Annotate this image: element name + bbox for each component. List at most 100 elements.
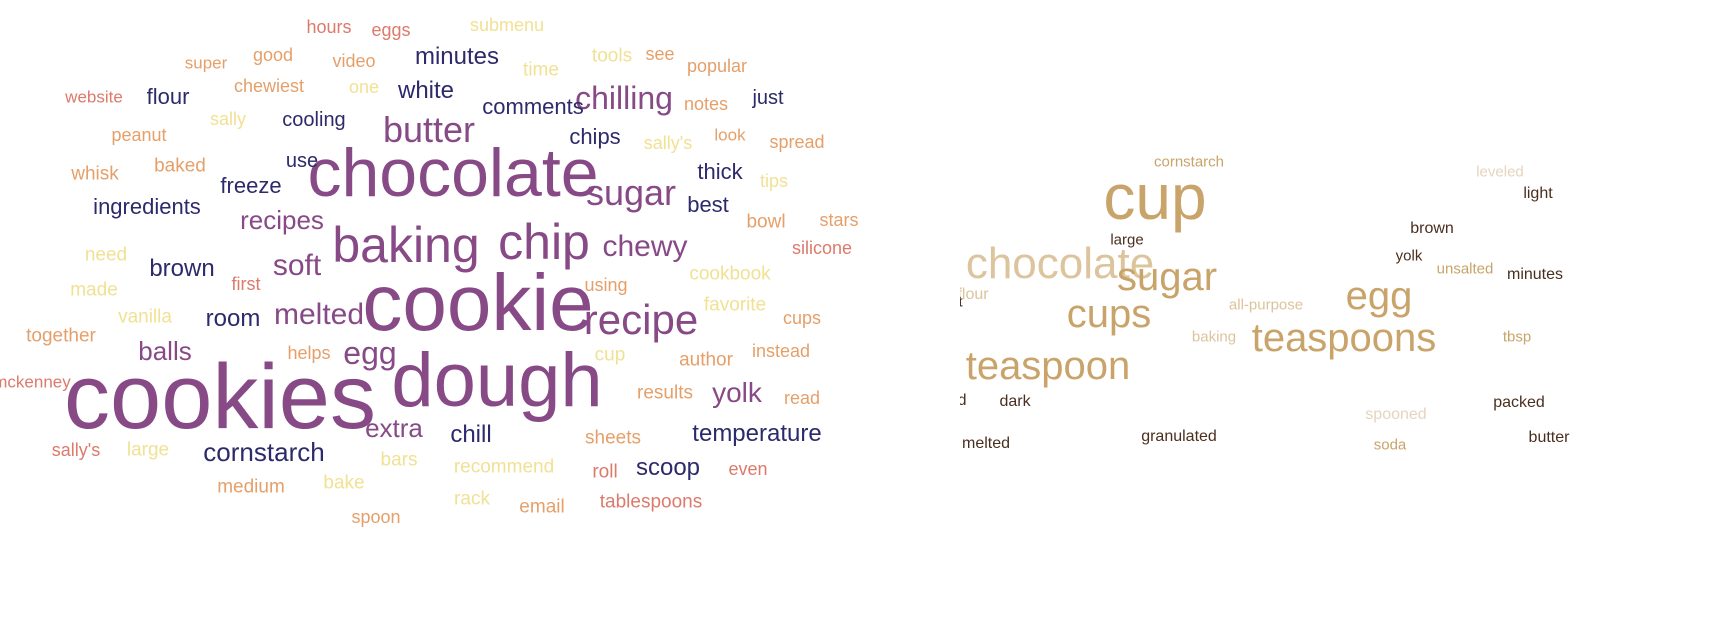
left-word: bake [323, 472, 365, 494]
right-word: cooled [960, 392, 967, 409]
right-word: large [1110, 231, 1144, 249]
left-word: baked [154, 155, 206, 177]
left-word: brown [149, 255, 215, 282]
right-word: soda [1373, 436, 1407, 454]
left-word: bowl [746, 211, 786, 233]
left-word: vanilla [118, 306, 172, 328]
left-word: spoon [351, 507, 401, 527]
right-word: granulated [1141, 428, 1217, 445]
left-word: cooling [282, 109, 346, 131]
left-word: rack [454, 488, 490, 510]
right-word: egg [1345, 274, 1413, 318]
left-word: video [332, 51, 376, 71]
left-word: favorite [703, 294, 767, 316]
right-word: butter [1528, 429, 1570, 446]
right-word: spooned [1365, 406, 1427, 423]
left-word: chilling [575, 80, 673, 116]
left-word: made [70, 279, 118, 301]
left-word: roll [592, 461, 618, 483]
right-word: light [1523, 185, 1553, 202]
right-word: chocolate [965, 239, 1155, 288]
left-word: cookie [362, 258, 594, 347]
left-word: recipe [583, 296, 699, 343]
left-word: peanut [111, 125, 167, 145]
left-word: mckenney [0, 372, 71, 392]
right-word: cornstarch [1153, 153, 1225, 171]
left-word: chewiest [233, 76, 305, 96]
left-word: together [26, 325, 96, 347]
left-word: cups [782, 308, 822, 328]
left-word: sally's [51, 440, 101, 460]
left-word: silicone [791, 238, 853, 258]
right-word: melted [961, 435, 1011, 452]
left-word: tools [591, 45, 633, 67]
left-word: using [584, 275, 628, 295]
left-word: results [637, 382, 693, 404]
right-word: unsalted [1436, 260, 1494, 278]
left-word: recommend [453, 456, 555, 478]
right-word: leveled [1476, 163, 1524, 181]
left-word: ingredients [93, 194, 201, 219]
left-word: white [397, 77, 455, 104]
left-word: chill [450, 421, 492, 448]
left-word: minutes [414, 43, 500, 70]
right-word: flour [960, 286, 989, 303]
left-word: sugar [585, 172, 677, 213]
left-word: baking [332, 217, 480, 273]
right-word: salt [960, 293, 963, 311]
right-word: brown [1410, 220, 1454, 237]
left-word: extra [365, 413, 423, 443]
left-word: whisk [71, 163, 119, 185]
left-word: helps [287, 343, 331, 363]
right-word: cups [1066, 292, 1152, 336]
left-word: sally [209, 109, 247, 129]
left-word: website [65, 87, 123, 107]
right-word: all-purpose [1228, 296, 1304, 314]
word-cloud-left: cookies cookie dough chocolate baking chip rec… [0, 16, 859, 527]
left-word: super [184, 53, 228, 73]
right-word: packed [1493, 394, 1545, 411]
right-word: cup [1103, 161, 1207, 233]
left-word: thick [697, 159, 743, 184]
left-word: temperature [692, 420, 822, 447]
left-word: email [519, 496, 565, 518]
left-word: recipes [240, 205, 324, 235]
right-word: yolk [1395, 247, 1423, 265]
left-word: author [679, 349, 733, 371]
left-word: tablespoons [599, 491, 703, 513]
left-word: chocolate [307, 135, 599, 211]
left-word: medium [217, 476, 285, 498]
left-word: need [84, 244, 128, 266]
left-word: melted [273, 298, 365, 331]
left-word: tips [759, 171, 789, 191]
left-word: popular [686, 56, 748, 76]
left-word: butter [382, 109, 476, 150]
right-word: teaspoons [1251, 316, 1437, 360]
left-word: cookbook [689, 263, 771, 285]
left-word: best [687, 192, 729, 217]
right-word: baking [1191, 328, 1237, 346]
left-word: hours [306, 17, 352, 37]
left-word: one [348, 77, 380, 97]
left-word: use [285, 150, 319, 172]
right-word: tbsp [1502, 328, 1532, 346]
left-word: stars [819, 210, 859, 230]
left-word: read [783, 388, 821, 408]
left-word: room [205, 305, 261, 332]
right-word: dark [999, 393, 1031, 410]
left-word: scoop [635, 454, 701, 481]
right-word: teaspoon [965, 344, 1131, 388]
right-word: sugar [1116, 255, 1218, 299]
left-word: eggs [371, 20, 411, 40]
left-word: egg [343, 335, 397, 371]
left-word: just [752, 87, 784, 109]
left-word: sheets [585, 427, 641, 449]
left-word: large [126, 439, 170, 461]
left-word: sally's [643, 133, 693, 153]
left-word: even [728, 459, 768, 479]
left-word: dough [391, 338, 603, 423]
left-word: comments [482, 94, 584, 119]
left-word: first [231, 274, 261, 294]
left-word: look [714, 125, 746, 145]
left-word: cornstarch [203, 437, 325, 467]
